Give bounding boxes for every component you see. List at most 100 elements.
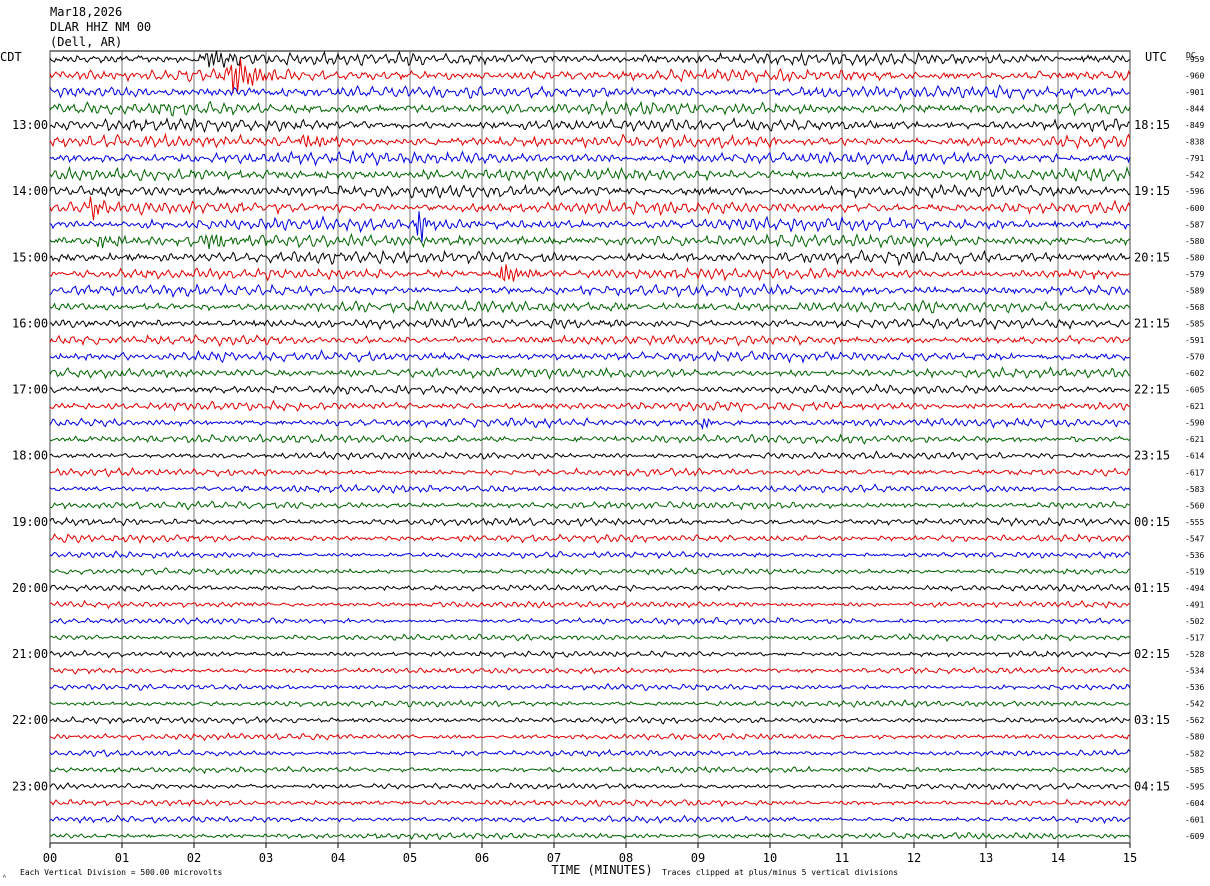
- seismic-trace: [49, 649, 1131, 659]
- dc-offset-value: -791: [1185, 154, 1204, 163]
- x-axis-title: TIME (MINUTES): [551, 863, 652, 877]
- dc-offset-value: -585: [1185, 766, 1204, 775]
- utc-hour-label: 22:15: [1134, 383, 1170, 397]
- dc-offset-value: -604: [1185, 799, 1204, 808]
- cdt-time-labels: 13:00 14:00 15:00 16:00 17:00 18:00 19:00 20:00…: [12, 118, 48, 793]
- dc-label: DC: [1186, 51, 1196, 60]
- seismic-trace: [49, 450, 1131, 461]
- dc-offset-value: -562: [1185, 716, 1204, 725]
- dc-offset-value: -547: [1185, 534, 1204, 543]
- seismic-trace: [49, 732, 1131, 742]
- x-tick-label: 06: [475, 851, 489, 865]
- dc-offset-value: -580: [1185, 733, 1204, 742]
- dc-offset-value: -621: [1185, 402, 1204, 411]
- dc-offset-value: -901: [1185, 88, 1204, 97]
- dc-offset-value: -591: [1185, 336, 1204, 345]
- cdt-hour-label: 20:00: [12, 581, 48, 595]
- scale-note: Each Vertical Division = 500.00 microvol…: [20, 868, 222, 877]
- seismic-trace: [49, 399, 1131, 413]
- dc-offset-value: -519: [1185, 567, 1204, 576]
- dc-offset-value: -570: [1185, 353, 1204, 362]
- location-label: (Dell, AR): [50, 35, 122, 49]
- dc-offset-value: -528: [1185, 650, 1204, 659]
- seismic-trace: [49, 699, 1131, 709]
- seismic-trace: [49, 100, 1131, 117]
- dc-offset-value: -600: [1185, 204, 1204, 213]
- utc-hour-label: 00:15: [1134, 515, 1170, 529]
- seismic-trace: [49, 50, 1131, 68]
- seismic-trace: [49, 132, 1131, 150]
- x-tick-label: 13: [979, 851, 993, 865]
- utc-hour-label: 04:15: [1134, 779, 1170, 793]
- dc-offset-value: -960: [1185, 72, 1204, 81]
- x-tick-label: 08: [619, 851, 633, 865]
- cdt-hour-label: 22:00: [12, 713, 48, 727]
- cdt-label: CDT: [0, 50, 22, 64]
- seismic-trace: [49, 500, 1131, 511]
- seismic-trace: [49, 748, 1131, 758]
- seismic-trace: [50, 533, 1131, 545]
- dc-offset-value: -542: [1185, 171, 1204, 180]
- dc-offset-value: -587: [1185, 220, 1204, 229]
- dc-offset-value: -601: [1185, 815, 1204, 824]
- seismic-trace: [49, 282, 1131, 299]
- dc-offset-value: -542: [1185, 700, 1204, 709]
- dc-offset-value: -555: [1185, 518, 1204, 527]
- utc-hour-label: 19:15: [1134, 184, 1170, 198]
- cdt-hour-label: 16:00: [12, 316, 48, 330]
- seismic-trace: [49, 782, 1131, 791]
- utc-hour-label: 03:15: [1134, 713, 1170, 727]
- seismic-trace: [49, 249, 1131, 267]
- dc-offset-value: -959: [1185, 55, 1204, 64]
- cdt-hour-label: 14:00: [12, 184, 48, 198]
- seismic-trace: [49, 264, 1131, 282]
- seismic-trace: [49, 433, 1131, 445]
- seismic-trace: [49, 616, 1131, 626]
- utc-time-labels: 18:15 19:15 20:15 21:15 22:15 23:15 00:15 01:15…: [1134, 118, 1170, 793]
- utc-hour-label: 18:15: [1134, 118, 1170, 132]
- dc-offset-value: -590: [1185, 419, 1204, 428]
- seismic-trace: [49, 299, 1131, 314]
- x-tick-label: 02: [187, 851, 201, 865]
- dc-offset-value: -517: [1185, 634, 1204, 643]
- utc-hour-label: 01:15: [1134, 581, 1170, 595]
- seismic-trace: [49, 165, 1131, 183]
- seismic-trace: [49, 715, 1131, 725]
- seismic-trace: [49, 117, 1131, 134]
- dc-offset-value: -849: [1185, 121, 1204, 130]
- seismic-trace: [49, 59, 1131, 94]
- x-tick-label: 10: [763, 851, 777, 865]
- seismic-trace: [49, 417, 1131, 431]
- dc-offset-value: -580: [1185, 237, 1204, 246]
- dc-offset-value: -502: [1185, 617, 1204, 626]
- x-tick-label: 01: [115, 851, 129, 865]
- seismic-trace: [49, 349, 1131, 364]
- cdt-hour-label: 18:00: [12, 449, 48, 463]
- x-tick-label: 12: [907, 851, 921, 865]
- seismic-trace: [49, 316, 1131, 331]
- x-axis: 00 01 02 03 04 05 06 07 08 09 10 11 12 13 14 15: [43, 843, 1137, 865]
- seismic-trace: [49, 798, 1131, 808]
- seismic-trace: [49, 666, 1131, 675]
- dc-offset-value: -589: [1185, 286, 1204, 295]
- dc-offset-value: -602: [1185, 369, 1204, 378]
- dc-offset-value: -582: [1185, 749, 1204, 758]
- x-tick-label: 09: [691, 851, 705, 865]
- seismic-trace: [49, 149, 1131, 167]
- dc-offset-value: -595: [1185, 782, 1204, 791]
- minute-grid: [49, 50, 1131, 844]
- cdt-hour-label: 17:00: [12, 383, 48, 397]
- dc-offset-value: -609: [1185, 832, 1204, 841]
- cdt-hour-label: 15:00: [12, 250, 48, 264]
- dc-offset-value: -585: [1185, 319, 1204, 328]
- seismic-trace: [49, 550, 1131, 560]
- date-label: Mar18,2026: [50, 5, 122, 19]
- dc-offset-value: -568: [1185, 303, 1204, 312]
- x-tick-label: 03: [259, 851, 273, 865]
- plot-frame: [49, 50, 1131, 844]
- dc-offset-value: -536: [1185, 683, 1204, 692]
- seismic-trace: [49, 211, 1131, 242]
- x-tick-label: 05: [403, 851, 417, 865]
- cdt-hour-label: 21:00: [12, 647, 48, 661]
- dc-offset-value: -534: [1185, 667, 1204, 676]
